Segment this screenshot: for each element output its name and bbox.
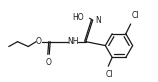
Text: Cl: Cl (106, 70, 113, 79)
Text: HO: HO (72, 13, 84, 22)
Text: Cl: Cl (132, 11, 139, 20)
Text: O: O (36, 37, 42, 46)
Text: N: N (95, 16, 101, 25)
Text: NH: NH (67, 37, 79, 46)
Text: O: O (46, 58, 52, 67)
